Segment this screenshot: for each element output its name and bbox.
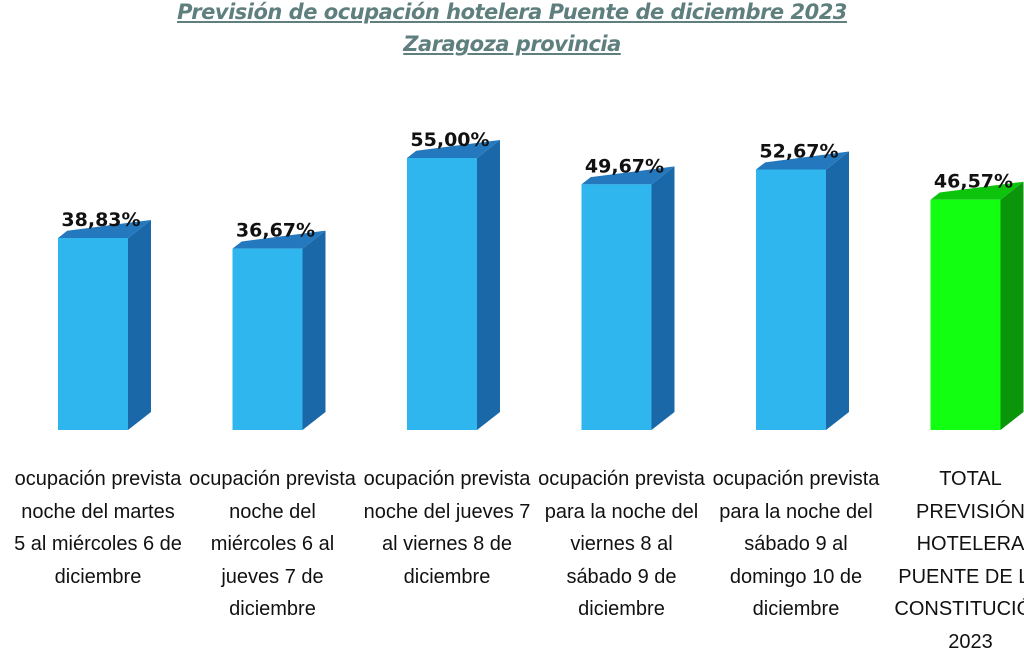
- bar-front: [58, 238, 128, 430]
- data-label: 49,67%: [585, 155, 664, 177]
- bar-front: [582, 184, 652, 430]
- bar: [58, 220, 151, 430]
- data-label: 52,67%: [759, 141, 838, 163]
- data-label: 36,67%: [236, 220, 315, 242]
- data-label: 55,00%: [410, 129, 489, 151]
- bar-front: [407, 158, 477, 430]
- category-label: ocupación prevista para la noche del vie…: [537, 463, 707, 626]
- bar: [233, 231, 326, 430]
- bar-side: [826, 152, 849, 430]
- bar-side: [652, 166, 675, 430]
- category-label: ocupación prevista para la noche del sáb…: [711, 463, 881, 626]
- bar-front: [233, 249, 303, 430]
- bar-side: [128, 220, 151, 430]
- category-label: TOTAL PREVISIÓN HOTELERA PUENTE DE LA CO…: [886, 463, 1024, 658]
- category-label: ocupación prevista noche del miércoles 6…: [188, 463, 358, 626]
- bar-side: [477, 140, 500, 430]
- bar-front: [756, 170, 826, 430]
- bar: [407, 140, 500, 430]
- category-label: ocupación prevista noche del jueves 7 al…: [362, 463, 532, 593]
- bar-front: [931, 200, 1001, 430]
- bar: [582, 166, 675, 430]
- bar-side: [303, 231, 326, 430]
- category-label: ocupación prevista noche del martes 5 al…: [13, 463, 183, 593]
- data-label: 46,57%: [934, 171, 1013, 193]
- bar: [756, 152, 849, 430]
- data-label: 38,83%: [61, 209, 140, 231]
- bar-side: [1001, 182, 1024, 430]
- bar: [931, 182, 1024, 430]
